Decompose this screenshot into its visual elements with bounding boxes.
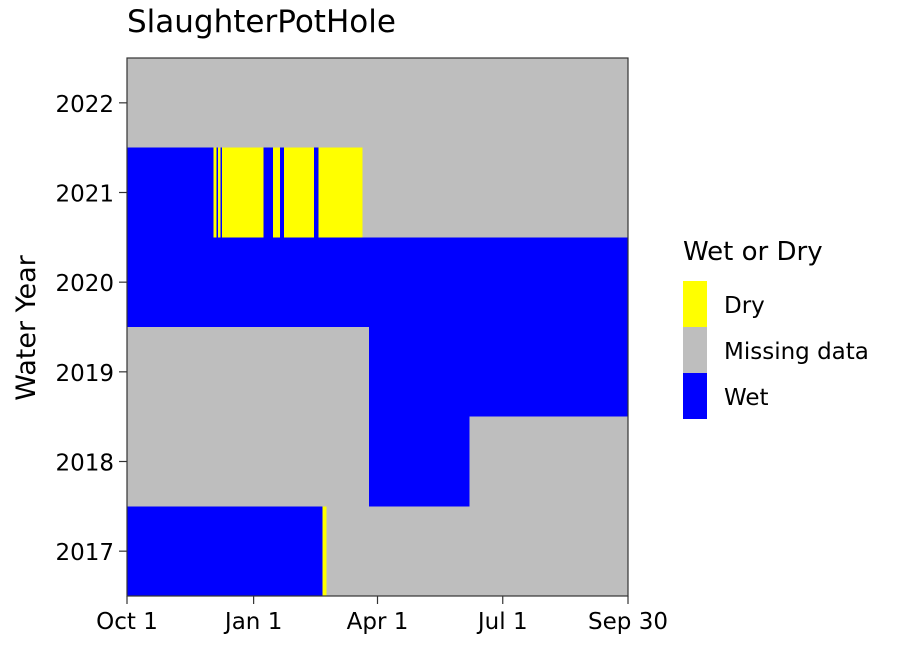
tile-2021-wet-13: [220, 147, 222, 238]
y-axis-label: Water Year: [11, 254, 42, 400]
legend-label-missing: Missing data: [724, 339, 869, 365]
tile-2019-missing-6: [127, 327, 370, 417]
tile-2021-wet-17: [279, 147, 284, 238]
tile-2020-wet-8: [127, 237, 628, 327]
tile-2022-missing-22: [127, 58, 628, 148]
tile-2021-dry-16: [272, 147, 280, 238]
legend-title: Wet or Dry: [683, 237, 823, 267]
legend-label-wet: Wet: [724, 385, 769, 411]
legend-key-dry: [683, 281, 707, 327]
legend-key-wet: [683, 373, 707, 419]
y-tick-label-2021: 2021: [55, 182, 114, 208]
tile-2021-wet-19: [314, 147, 319, 238]
x-tick-label-2: Apr 1: [347, 609, 409, 635]
tile-2019-wet-7: [369, 327, 628, 417]
tile-2017-dry-1: [322, 506, 327, 596]
tile-2018-wet-4: [369, 416, 470, 507]
tile-2021-dry-10: [213, 147, 217, 238]
tile-2018-missing-3: [127, 416, 370, 507]
chart-title: SlaughterPotHole: [127, 4, 396, 40]
x-axis: Oct 1 Jan 1 Apr 1 Jul 1 Sep 30: [96, 596, 668, 635]
tile-2021-dry-14: [221, 147, 264, 238]
tile-2021-missing-21: [362, 147, 628, 238]
plot-panel: [126, 57, 629, 597]
tile-2021-dry-20: [318, 147, 363, 238]
tile-2021-dry-12: [217, 147, 221, 238]
y-tick-label-2018: 2018: [55, 451, 114, 477]
tile-2021-dry-18: [283, 147, 315, 238]
y-tick-label-2019: 2019: [55, 361, 114, 387]
legend: Wet or Dry Dry Missing data Wet: [683, 237, 869, 419]
x-tick-label-4: Sep 30: [588, 609, 668, 635]
tile-2017-wet-0: [127, 506, 323, 596]
y-tick-label-2020: 2020: [55, 271, 114, 297]
tile-2021-wet-9: [127, 147, 214, 238]
tile-2021-wet-15: [263, 147, 273, 238]
legend-key-missing: [683, 327, 707, 373]
tile-2017-missing-2: [326, 506, 628, 596]
x-tick-label-0: Oct 1: [96, 609, 158, 635]
tile-2018-missing-5: [469, 416, 628, 507]
y-tick-label-2017: 2017: [55, 540, 114, 566]
tile-2021-wet-11: [216, 147, 218, 238]
y-tick-label-2022: 2022: [55, 92, 114, 118]
x-tick-label-3: Jul 1: [476, 609, 528, 635]
x-tick-label-1: Jan 1: [223, 609, 282, 635]
legend-label-dry: Dry: [724, 293, 765, 319]
y-axis: 2017 2018 2019 2020 2021 2022: [55, 92, 127, 566]
